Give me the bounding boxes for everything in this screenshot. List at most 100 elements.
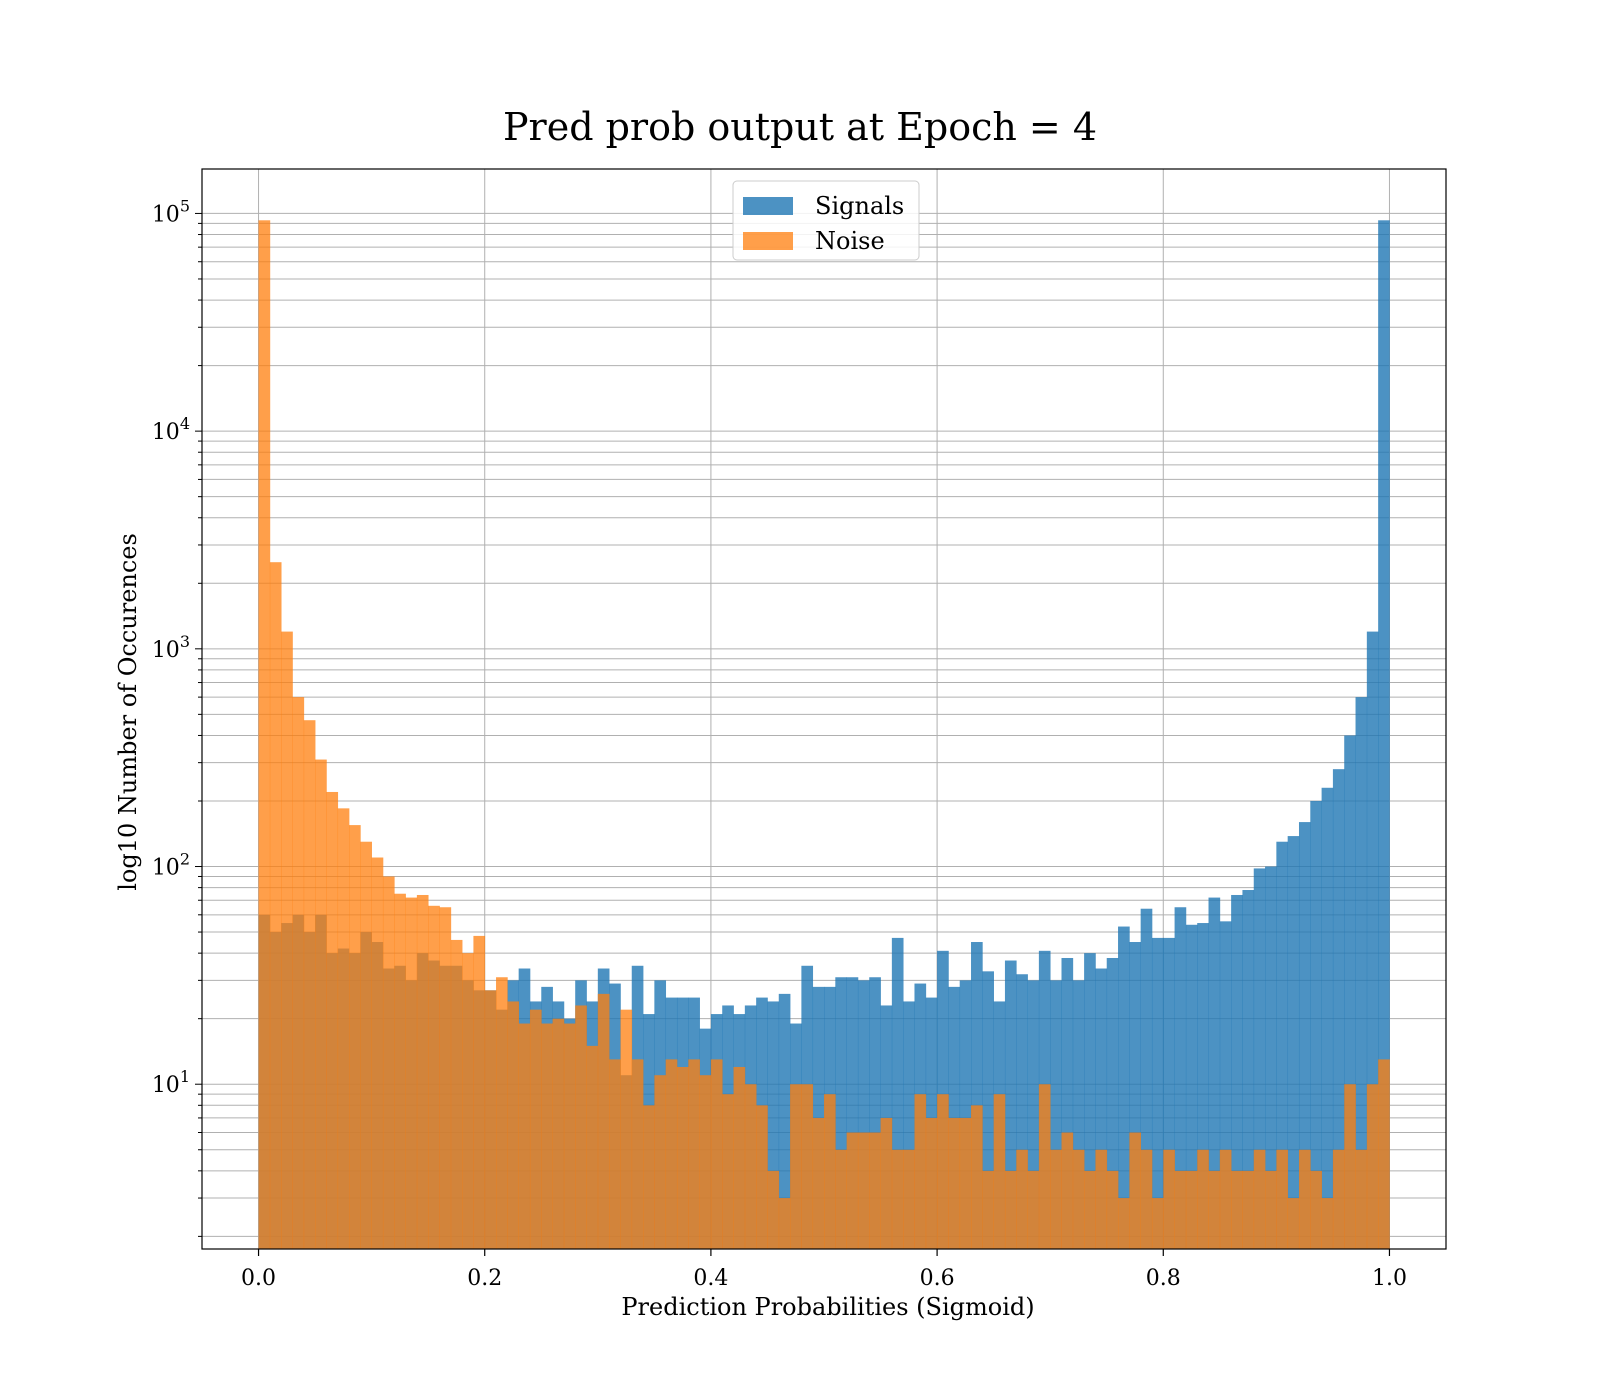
bar-signals xyxy=(1231,894,1243,1249)
bar-signals xyxy=(869,977,881,1249)
bar-noise xyxy=(937,1094,949,1249)
bar-noise xyxy=(439,907,452,1249)
bar-noise xyxy=(563,1023,576,1249)
bar-signals xyxy=(948,986,961,1249)
bar-noise xyxy=(643,1105,655,1249)
bar-noise xyxy=(1163,1149,1175,1249)
bar-noise xyxy=(1287,1198,1300,1249)
bar-signals xyxy=(1366,631,1379,1249)
bar-signals xyxy=(1197,923,1209,1249)
bar-noise xyxy=(948,1117,961,1249)
bar-noise xyxy=(620,1009,633,1249)
bar-noise xyxy=(337,808,350,1249)
bar-noise xyxy=(1174,1170,1187,1249)
bar-signals xyxy=(1095,968,1108,1249)
bar-noise xyxy=(1219,1149,1232,1249)
bar-noise xyxy=(688,1059,700,1249)
bar-noise xyxy=(914,1094,927,1249)
bar-signals xyxy=(1050,980,1062,1249)
bar-noise xyxy=(1321,1198,1334,1249)
bar-signals xyxy=(1287,836,1300,1249)
legend: Signals Noise xyxy=(732,180,920,261)
bar-noise xyxy=(1298,1149,1311,1249)
y-tick-label: 105 xyxy=(152,196,190,227)
bar-noise xyxy=(1095,1149,1108,1249)
bar-noise xyxy=(281,631,293,1249)
bar-signals xyxy=(767,1001,780,1249)
bar-noise xyxy=(1072,1149,1085,1249)
bar-signals xyxy=(1140,908,1153,1249)
bar-signals xyxy=(1072,980,1085,1249)
bar-noise xyxy=(258,220,271,1249)
bar-noise xyxy=(1129,1132,1142,1249)
bar-signals xyxy=(857,980,870,1249)
plot-area: 0.0 0.2 0.4 0.6 0.8 1.0 101 102 103 104 105 Signals… xyxy=(152,168,1447,1291)
bar-signals xyxy=(1321,787,1334,1249)
bar-noise xyxy=(812,1117,825,1249)
x-tick-label: 0.8 xyxy=(1146,1266,1181,1291)
bar-signals xyxy=(1016,974,1028,1249)
bar-noise xyxy=(1332,1149,1345,1249)
bar-signals xyxy=(1061,957,1074,1249)
bar-noise xyxy=(1355,1149,1368,1249)
bar-noise xyxy=(925,1117,938,1249)
bar-noise xyxy=(541,1023,553,1249)
bar-noise xyxy=(518,1023,531,1249)
bar-noise xyxy=(857,1132,870,1249)
bar-noise xyxy=(597,993,610,1249)
bar-noise xyxy=(744,1084,757,1249)
bar-noise xyxy=(824,1094,836,1249)
bar-noise xyxy=(869,1132,881,1249)
bar-noise xyxy=(382,876,395,1249)
bar-noise xyxy=(326,791,339,1249)
bar-noise xyxy=(1038,1084,1051,1249)
y-axis-label: log10 Number of Occurences xyxy=(114,533,142,891)
bar-signals xyxy=(1208,897,1221,1249)
x-axis-label: Prediction Probabilities (Sigmoid) xyxy=(621,1293,1034,1321)
bar-noise xyxy=(349,825,361,1249)
bar-noise xyxy=(1027,1170,1040,1249)
bar-signals xyxy=(835,977,847,1249)
y-tick-label: 104 xyxy=(152,414,190,445)
bar-noise xyxy=(1265,1170,1277,1249)
bar-noise xyxy=(631,1059,644,1249)
bar-noise xyxy=(1231,1170,1243,1249)
bar-noise xyxy=(710,1059,723,1249)
bar-noise xyxy=(428,905,440,1249)
bar-noise xyxy=(790,1084,802,1249)
bar-signals xyxy=(1004,960,1017,1249)
bar-noise xyxy=(835,1149,847,1249)
bar-signals xyxy=(959,980,972,1249)
bar-noise xyxy=(767,1170,780,1249)
x-tick-label: 0.2 xyxy=(467,1266,502,1291)
bar-noise xyxy=(1140,1149,1153,1249)
bar-noise xyxy=(1378,1059,1390,1249)
bar-noise xyxy=(496,977,508,1249)
bar-signals xyxy=(1185,924,1198,1249)
bar-signals xyxy=(812,986,825,1249)
bar-signals xyxy=(1129,942,1142,1249)
bar-noise xyxy=(1253,1149,1266,1249)
bar-signals xyxy=(1027,980,1040,1249)
bar-signals xyxy=(846,977,859,1249)
bar-noise xyxy=(1016,1149,1028,1249)
bar-noise xyxy=(1310,1170,1322,1249)
bar-noise xyxy=(394,893,406,1249)
bar-noise xyxy=(586,1045,599,1249)
bar-signals xyxy=(1253,868,1266,1249)
bar-noise xyxy=(575,1005,587,1249)
bar-noise xyxy=(292,697,305,1249)
x-tick-label: 0.6 xyxy=(920,1266,955,1291)
bar-noise xyxy=(303,720,316,1249)
bar-noise xyxy=(891,1149,904,1249)
bar-signals xyxy=(1242,890,1255,1249)
y-tick-label: 102 xyxy=(152,850,190,881)
bar-signals xyxy=(1276,841,1289,1249)
bar-signals xyxy=(1163,937,1175,1249)
bar-signals xyxy=(1332,769,1345,1249)
bar-noise xyxy=(1185,1170,1198,1249)
y-tick-label: 103 xyxy=(152,632,190,663)
bar-noise xyxy=(315,759,327,1249)
bar-noise xyxy=(462,953,474,1249)
